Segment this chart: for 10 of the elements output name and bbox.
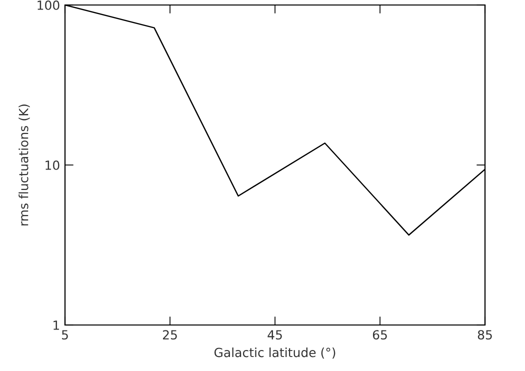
y-tick-label: 1	[54, 320, 59, 330]
y-tick-label: 100	[38, 0, 60, 10]
x-axis-title: Galactic latitude (°)	[214, 348, 336, 359]
x-tick-label: 25	[162, 330, 177, 340]
x-tick-label: 65	[372, 330, 387, 340]
y-tick-label: 10	[46, 160, 60, 170]
x-tick-label: 85	[478, 330, 492, 340]
y-axis-title: rms fluctuations (K)	[18, 104, 30, 226]
x-tick-label: 5	[62, 330, 68, 340]
x-tick-label: 45	[268, 330, 282, 340]
